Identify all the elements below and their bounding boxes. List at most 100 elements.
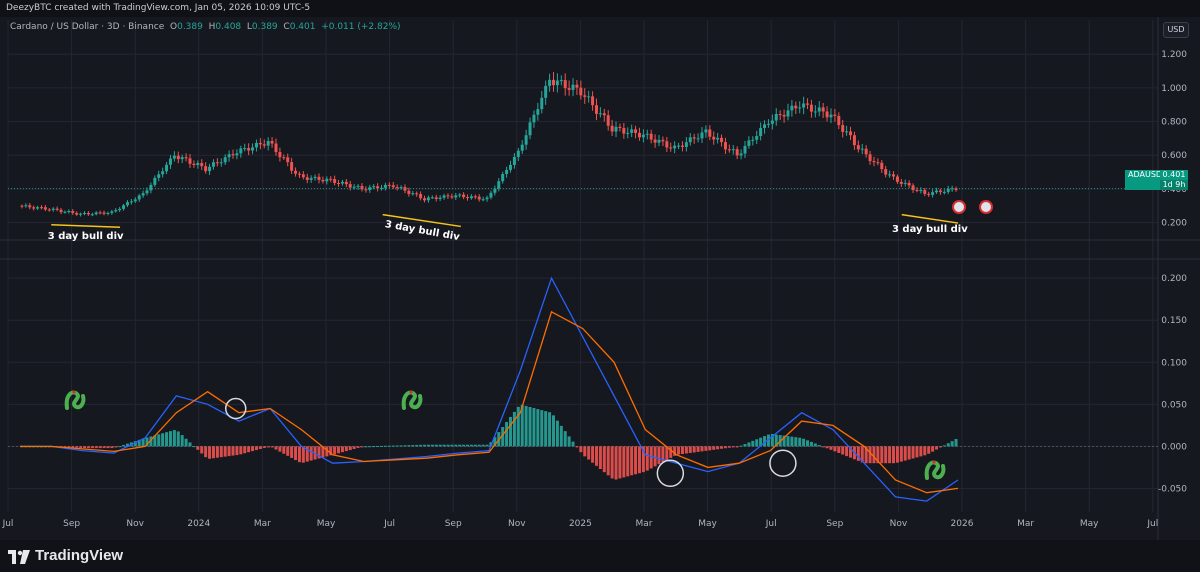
candle-body: [610, 125, 614, 132]
histogram-bar: [614, 446, 618, 480]
candle-body: [32, 207, 36, 209]
candle-body: [39, 207, 43, 209]
histogram-bar: [450, 444, 454, 447]
candle-body: [950, 188, 954, 190]
open-value: 0.389: [177, 22, 203, 32]
candle-body: [239, 148, 243, 154]
x-tick-label: May: [1080, 519, 1099, 529]
currency-button[interactable]: USD: [1163, 22, 1189, 38]
time-axis[interactable]: Jul Sep Nov 2024 Mar May Jul Sep Nov 2025 Mar May Ju…: [2, 519, 1159, 529]
histogram-bar: [419, 444, 423, 447]
tradingview-brand[interactable]: TradingView: [8, 547, 123, 564]
candle-body: [653, 139, 657, 143]
candle-body: [450, 196, 454, 198]
candle-body: [485, 197, 489, 200]
candle-body: [106, 212, 110, 214]
histogram-bar: [125, 443, 129, 447]
highlight-circle: [224, 397, 247, 420]
candle-body: [180, 157, 184, 160]
candle-body: [380, 187, 384, 189]
candle-body: [727, 149, 731, 151]
tradingview-logo-icon: [8, 549, 30, 564]
x-tick-label: Mar: [1017, 519, 1034, 529]
candle-body: [227, 154, 231, 158]
open-label: O: [170, 22, 178, 32]
histogram-bar: [180, 435, 184, 447]
histogram-bar: [935, 446, 939, 450]
histogram-bar: [395, 445, 399, 447]
histogram-bar: [118, 446, 122, 448]
histogram-bar: [383, 445, 387, 447]
histogram-bar: [927, 446, 931, 454]
candle-body: [196, 163, 200, 166]
us-flag-event-icon: [979, 200, 993, 214]
price-axis[interactable]: 1.2001.0000.8000.6000.4000.2000.2000.150…: [1158, 50, 1187, 494]
candle-body: [344, 181, 348, 185]
histogram-bar: [501, 427, 505, 447]
candle-body: [817, 107, 821, 112]
candle-body: [766, 123, 770, 125]
price-tick-label: 0.600: [1161, 151, 1187, 161]
x-tick-label: 2025: [569, 519, 592, 529]
histogram-bar: [313, 446, 317, 460]
candle-body: [794, 105, 798, 109]
candle-body: [524, 135, 528, 145]
histogram-bar: [67, 446, 71, 448]
histogram-bar: [274, 446, 278, 450]
histogram-bar: [868, 446, 872, 464]
histogram-bar: [219, 446, 223, 458]
candle-body: [954, 188, 958, 191]
candle-body: [845, 131, 849, 133]
histogram-bar: [540, 410, 544, 447]
candle-body: [434, 197, 438, 199]
candle-body: [122, 205, 126, 209]
x-tick-label: Sep: [445, 519, 462, 529]
histogram-bar: [415, 444, 419, 447]
histogram-bar: [673, 446, 677, 456]
candle-body: [415, 193, 419, 195]
candle-body: [24, 205, 28, 207]
histogram-bar: [931, 446, 935, 452]
pane-separator[interactable]: [0, 17, 1200, 540]
chart-canvas[interactable]: 1.2001.0000.8000.6000.4000.2000.2000.150…: [0, 17, 1200, 540]
histogram-bar: [294, 446, 298, 461]
histogram-bar: [243, 446, 247, 454]
candle-body: [219, 162, 223, 164]
x-tick-label: Jul: [383, 519, 395, 529]
candle-body: [86, 212, 90, 215]
candle-body: [301, 174, 305, 178]
histogram-bar: [466, 444, 470, 447]
macd-tick-label: 0.200: [1161, 274, 1187, 284]
histogram-bar: [340, 446, 344, 453]
candle-body: [364, 189, 368, 191]
candle-body: [141, 193, 145, 196]
histogram-bar: [727, 446, 731, 448]
x-tick-label: May: [698, 519, 717, 529]
candle-body: [520, 144, 524, 151]
candle-body: [763, 124, 767, 129]
candle-body: [657, 139, 661, 143]
histogram-bar: [704, 446, 708, 451]
symbol-legend: Cardano / US Dollar · 3D · Binance O0.38…: [10, 22, 401, 32]
candle-body: [161, 171, 165, 175]
candle-body: [540, 97, 544, 110]
candle-body: [462, 194, 466, 198]
candle-body: [798, 107, 802, 109]
histogram-bar: [946, 443, 950, 447]
candle-body: [923, 190, 927, 194]
candle-body: [856, 145, 860, 150]
histogram-bar: [895, 446, 899, 463]
candle-body: [872, 161, 876, 163]
candle-body: [673, 145, 677, 149]
histogram-bar: [508, 416, 512, 447]
histogram-bar: [356, 446, 360, 448]
snake-eye: [932, 460, 936, 464]
candle-body: [137, 195, 141, 200]
candle-body: [868, 154, 872, 162]
candle-body: [333, 179, 337, 183]
histogram-bar: [809, 441, 813, 447]
candle-body: [223, 157, 227, 163]
candle-body: [645, 133, 649, 135]
histogram-bar: [759, 437, 763, 447]
histogram-bar: [352, 446, 356, 450]
